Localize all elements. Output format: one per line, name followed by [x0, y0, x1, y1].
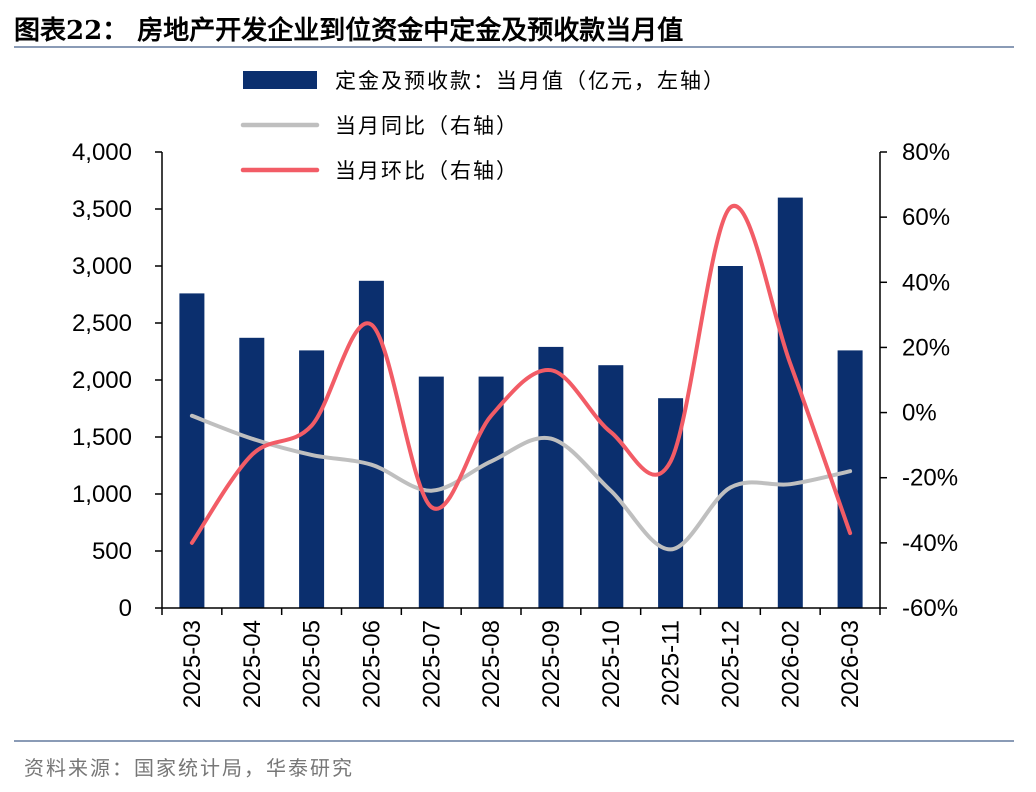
- right-tick-label: 20%: [902, 334, 950, 361]
- left-tick-label: 3,500: [72, 196, 132, 223]
- right-tick-label: -40%: [902, 530, 958, 557]
- left-tick-label: 4,000: [72, 139, 132, 166]
- x-tick-label: 2025-03: [179, 620, 206, 708]
- left-tick-label: 2,500: [72, 310, 132, 337]
- left-tick-label: 3,000: [72, 253, 132, 280]
- bar-2025-05: [299, 350, 325, 608]
- left-tick-label: 1,500: [72, 424, 132, 451]
- right-tick-label: 60%: [902, 204, 950, 231]
- footer-divider: [14, 740, 1014, 742]
- bar-2026-02: [777, 197, 803, 608]
- bar-2025-03: [179, 293, 205, 608]
- right-tick-label: 40%: [902, 269, 950, 296]
- legend-yoy-label: 当月同比（右轴）: [335, 114, 519, 138]
- x-tick-label: 2025-08: [478, 620, 505, 708]
- x-tick-label: 2025-06: [358, 620, 385, 708]
- x-tick-label: 2025-07: [418, 620, 445, 708]
- title-divider: [14, 46, 1014, 48]
- x-tick-label: 2026-02: [777, 620, 804, 708]
- right-tick-label: 80%: [902, 139, 950, 166]
- x-tick-label: 2025-09: [538, 620, 565, 708]
- page-title: 图表22： 房地产开发企业到位资金中定金及预收款当月值: [14, 16, 684, 46]
- source-note: 资料来源：国家统计局，华泰研究: [24, 756, 354, 780]
- bar-2026-03: [837, 350, 863, 608]
- legend-bar-label: 定金及预收款：当月值（亿元，左轴）: [335, 69, 726, 93]
- x-tick-label: 2025-10: [598, 620, 625, 708]
- yoy-line: [189, 413, 853, 552]
- x-tick-label: 2025-12: [717, 620, 744, 708]
- bar-2025-09: [538, 346, 564, 608]
- right-tick-label: -20%: [902, 465, 958, 492]
- mom-line: [189, 203, 853, 545]
- left-tick-label: 1,000: [72, 481, 132, 508]
- bar-2025-04: [239, 337, 265, 608]
- bar-2025-06: [358, 280, 384, 608]
- x-tick-label: 2025-11: [658, 620, 685, 706]
- x-tick-label: 2025-05: [299, 620, 326, 708]
- right-tick-label: 0%: [902, 400, 937, 427]
- bar-2025-08: [478, 376, 504, 608]
- bar-2025-10: [598, 365, 624, 608]
- left-tick-label: 0: [119, 595, 132, 622]
- bar-2025-12: [717, 266, 743, 608]
- left-tick-label: 2,000: [72, 367, 132, 394]
- legend-bar-swatch: [243, 71, 317, 89]
- right-tick-label: -60%: [902, 595, 958, 622]
- x-tick-label: 2026-03: [837, 620, 864, 708]
- x-tick-label: 2025-04: [239, 620, 266, 708]
- legend-mom-label: 当月环比（右轴）: [335, 159, 519, 183]
- left-tick-label: 500: [92, 538, 132, 565]
